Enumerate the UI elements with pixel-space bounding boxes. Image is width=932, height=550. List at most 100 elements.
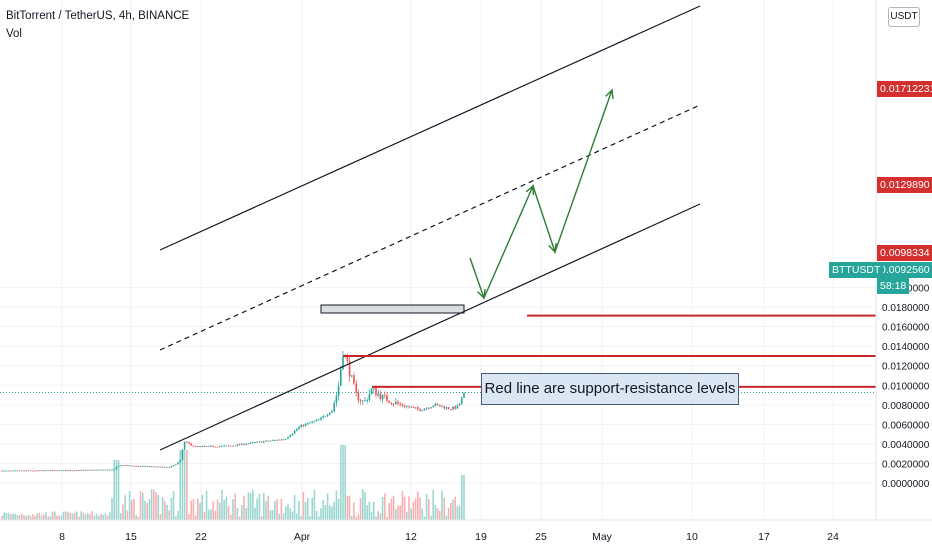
candle-body	[434, 403, 437, 407]
volume-bar	[289, 508, 291, 520]
currency-selector-button[interactable]: USDT	[888, 7, 920, 27]
candle-body	[421, 410, 423, 411]
candlesticks	[1, 350, 465, 472]
candle-body	[298, 426, 300, 430]
candle-body	[390, 402, 393, 404]
candle-body	[203, 446, 206, 447]
candle-body	[443, 406, 445, 409]
candle-body	[357, 392, 360, 401]
candle-body	[368, 393, 371, 400]
candle-body	[199, 446, 201, 448]
volume-bar	[164, 501, 166, 520]
candle-body	[346, 355, 349, 362]
volume-bar	[104, 513, 107, 520]
candle-body	[287, 437, 289, 439]
volume-bar	[408, 496, 410, 520]
candle-body	[458, 403, 461, 406]
volume-bar	[87, 513, 89, 520]
volume-bar	[161, 497, 164, 520]
candle-body	[388, 400, 390, 403]
volume-bar	[135, 514, 137, 520]
candle-body	[326, 414, 329, 416]
price-tag-resistance-3: 0.0098334	[877, 245, 932, 261]
candle-body	[10, 470, 12, 472]
volume-bar	[14, 513, 16, 520]
candle-body	[188, 442, 190, 444]
candle-body	[359, 400, 362, 402]
volume-bar	[381, 496, 384, 520]
volume-bar	[168, 510, 170, 520]
volume-bar	[252, 489, 254, 520]
candle-body	[381, 394, 384, 400]
x-tick-label: 15	[125, 531, 137, 543]
volume-bar	[100, 513, 102, 520]
candle-body	[5, 470, 8, 472]
volume-bar	[124, 495, 126, 520]
volume-bar	[146, 503, 148, 520]
candle-body	[432, 406, 434, 408]
candle-body	[69, 470, 71, 472]
candle-body	[447, 407, 450, 410]
candle-body	[142, 465, 144, 467]
volume-bar	[456, 506, 459, 520]
candle-body	[395, 401, 397, 404]
volume-bar	[223, 500, 225, 520]
candle-body	[265, 440, 267, 442]
volume-bar	[219, 502, 221, 520]
candle-body	[175, 464, 177, 466]
volume-bar	[109, 512, 111, 520]
volume-bar	[21, 513, 23, 520]
volume-bar	[49, 516, 52, 520]
x-tick-label: 24	[827, 531, 839, 543]
volume-bar	[133, 498, 135, 520]
volume-bar	[214, 510, 217, 520]
volume-bar	[102, 514, 104, 520]
candle-body	[406, 406, 408, 408]
volume-bar	[159, 514, 162, 520]
volume-bar	[177, 511, 179, 520]
candle-body	[161, 466, 164, 468]
volume-bar	[78, 516, 80, 520]
annotation-callout[interactable]: Red line are support-resistance levels	[481, 373, 739, 405]
candle-body	[208, 445, 210, 447]
candle-body	[232, 445, 234, 447]
volume-bar	[414, 498, 417, 520]
candle-body	[439, 404, 441, 407]
candle-body	[329, 412, 331, 415]
candle-body	[419, 409, 421, 411]
volume-bar	[260, 516, 263, 520]
y-tick-label: 0.0100000	[882, 381, 930, 392]
candle-body	[430, 407, 432, 409]
candle-body	[263, 441, 265, 443]
candle-body	[373, 387, 375, 389]
candle-body	[164, 466, 166, 468]
candle-body	[49, 470, 52, 472]
candle-body	[201, 446, 203, 447]
candle-body	[36, 470, 38, 472]
volume-bar	[313, 489, 316, 520]
candle-body	[155, 466, 157, 468]
volume-bar	[36, 513, 38, 520]
volume-bar	[175, 516, 177, 520]
candle-body	[362, 400, 364, 402]
volume-bar	[95, 513, 98, 520]
candle-body	[311, 421, 313, 423]
candle-body	[324, 415, 327, 417]
candle-body	[392, 403, 395, 405]
volume-bar	[45, 512, 47, 520]
volume-bar	[34, 515, 36, 520]
candle-body	[192, 445, 195, 447]
volume-bar	[216, 499, 219, 520]
volume-bar	[58, 515, 60, 520]
volume-indicator-label[interactable]: Vol	[6, 28, 22, 40]
volume-bar	[148, 499, 151, 520]
candle-body	[291, 433, 294, 436]
volume-bar	[392, 495, 395, 520]
candle-body	[236, 444, 239, 446]
support-zone-rect	[320, 304, 465, 314]
projection-arrowhead	[605, 88, 614, 100]
volume-bar	[373, 501, 375, 520]
candle-body	[342, 356, 344, 370]
volume-bar	[142, 493, 144, 520]
